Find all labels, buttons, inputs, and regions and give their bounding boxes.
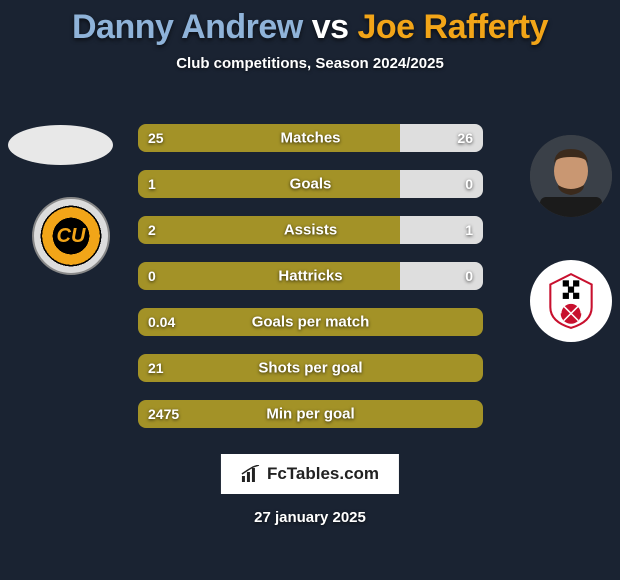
stat-row: 0.04 Goals per match bbox=[138, 308, 483, 336]
stat-label: Hattricks bbox=[278, 268, 342, 285]
bar-segment-player1 bbox=[138, 216, 400, 244]
club-badge-icon: CU bbox=[32, 197, 110, 275]
stat-row: 2475 Min per goal bbox=[138, 400, 483, 428]
stat-label: Shots per goal bbox=[258, 360, 362, 377]
player1-avatar bbox=[8, 125, 113, 165]
player2-avatar bbox=[530, 135, 612, 217]
title-vs: vs bbox=[312, 8, 349, 46]
watermark-text: FcTables.com bbox=[267, 464, 379, 484]
stat-row: 0 0 Hattricks bbox=[138, 262, 483, 290]
stat-value-player2: 1 bbox=[465, 222, 473, 238]
stat-row: 25 26 Matches bbox=[138, 124, 483, 152]
bar-segment-player1 bbox=[138, 124, 400, 152]
stat-label: Min per goal bbox=[266, 406, 354, 423]
stat-value-player1: 2 bbox=[148, 222, 156, 238]
player1-club-badge: CU bbox=[30, 195, 112, 277]
stat-label: Assists bbox=[284, 222, 337, 239]
stat-row: 21 Shots per goal bbox=[138, 354, 483, 382]
page-title: Danny Andrew vs Joe Rafferty bbox=[0, 0, 620, 47]
chart-icon bbox=[241, 465, 261, 483]
player2-avatar-svg bbox=[530, 135, 612, 217]
stat-row: 2 1 Assists bbox=[138, 216, 483, 244]
club-badge-icon bbox=[540, 270, 602, 332]
watermark: FcTables.com bbox=[221, 454, 399, 494]
stat-label: Matches bbox=[280, 130, 340, 147]
stat-value-player1: 1 bbox=[148, 176, 156, 192]
stat-value-player2: 0 bbox=[465, 176, 473, 192]
title-player2: Joe Rafferty bbox=[358, 8, 549, 46]
stat-value-player1: 2475 bbox=[148, 406, 179, 422]
stat-value-player1: 25 bbox=[148, 130, 164, 146]
comparison-bars: 2526Matches10Goals21Assists00Hattricks0.… bbox=[138, 124, 483, 446]
player2-club-badge bbox=[530, 260, 612, 342]
date: 27 january 2025 bbox=[254, 509, 366, 526]
stat-value-player1: 21 bbox=[148, 360, 164, 376]
subtitle: Club competitions, Season 2024/2025 bbox=[0, 55, 620, 72]
stat-value-player1: 0.04 bbox=[148, 314, 175, 330]
title-player1: Danny Andrew bbox=[72, 8, 303, 46]
stat-label: Goals bbox=[290, 176, 332, 193]
stat-value-player2: 26 bbox=[457, 130, 473, 146]
club-badge-text: CU bbox=[57, 225, 86, 248]
stat-value-player2: 0 bbox=[465, 268, 473, 284]
bar-segment-player1 bbox=[138, 170, 400, 198]
stat-value-player1: 0 bbox=[148, 268, 156, 284]
stat-row: 1 0 Goals bbox=[138, 170, 483, 198]
bar-segment-player1 bbox=[138, 262, 400, 290]
stat-label: Goals per match bbox=[252, 314, 370, 331]
